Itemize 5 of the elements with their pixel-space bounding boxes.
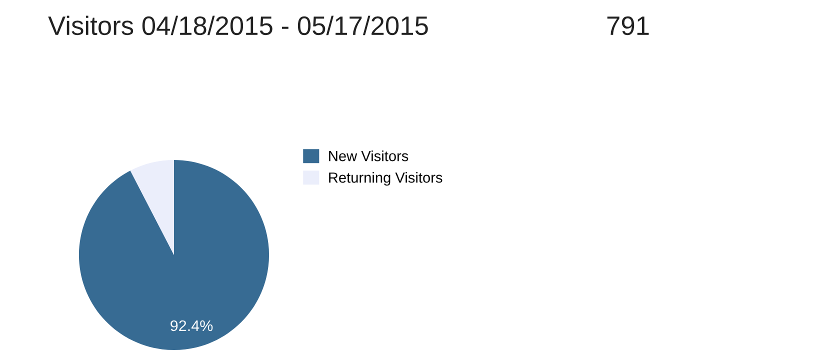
- legend-label: Returning Visitors: [329, 172, 442, 186]
- data-label: 92.4%: [170, 320, 213, 332]
- legend-label: New Visitors: [329, 150, 408, 162]
- chart-title: Visitors 04/18/2015 - 05/17/2015: [48, 16, 428, 36]
- text: 791: [607, 16, 649, 36]
